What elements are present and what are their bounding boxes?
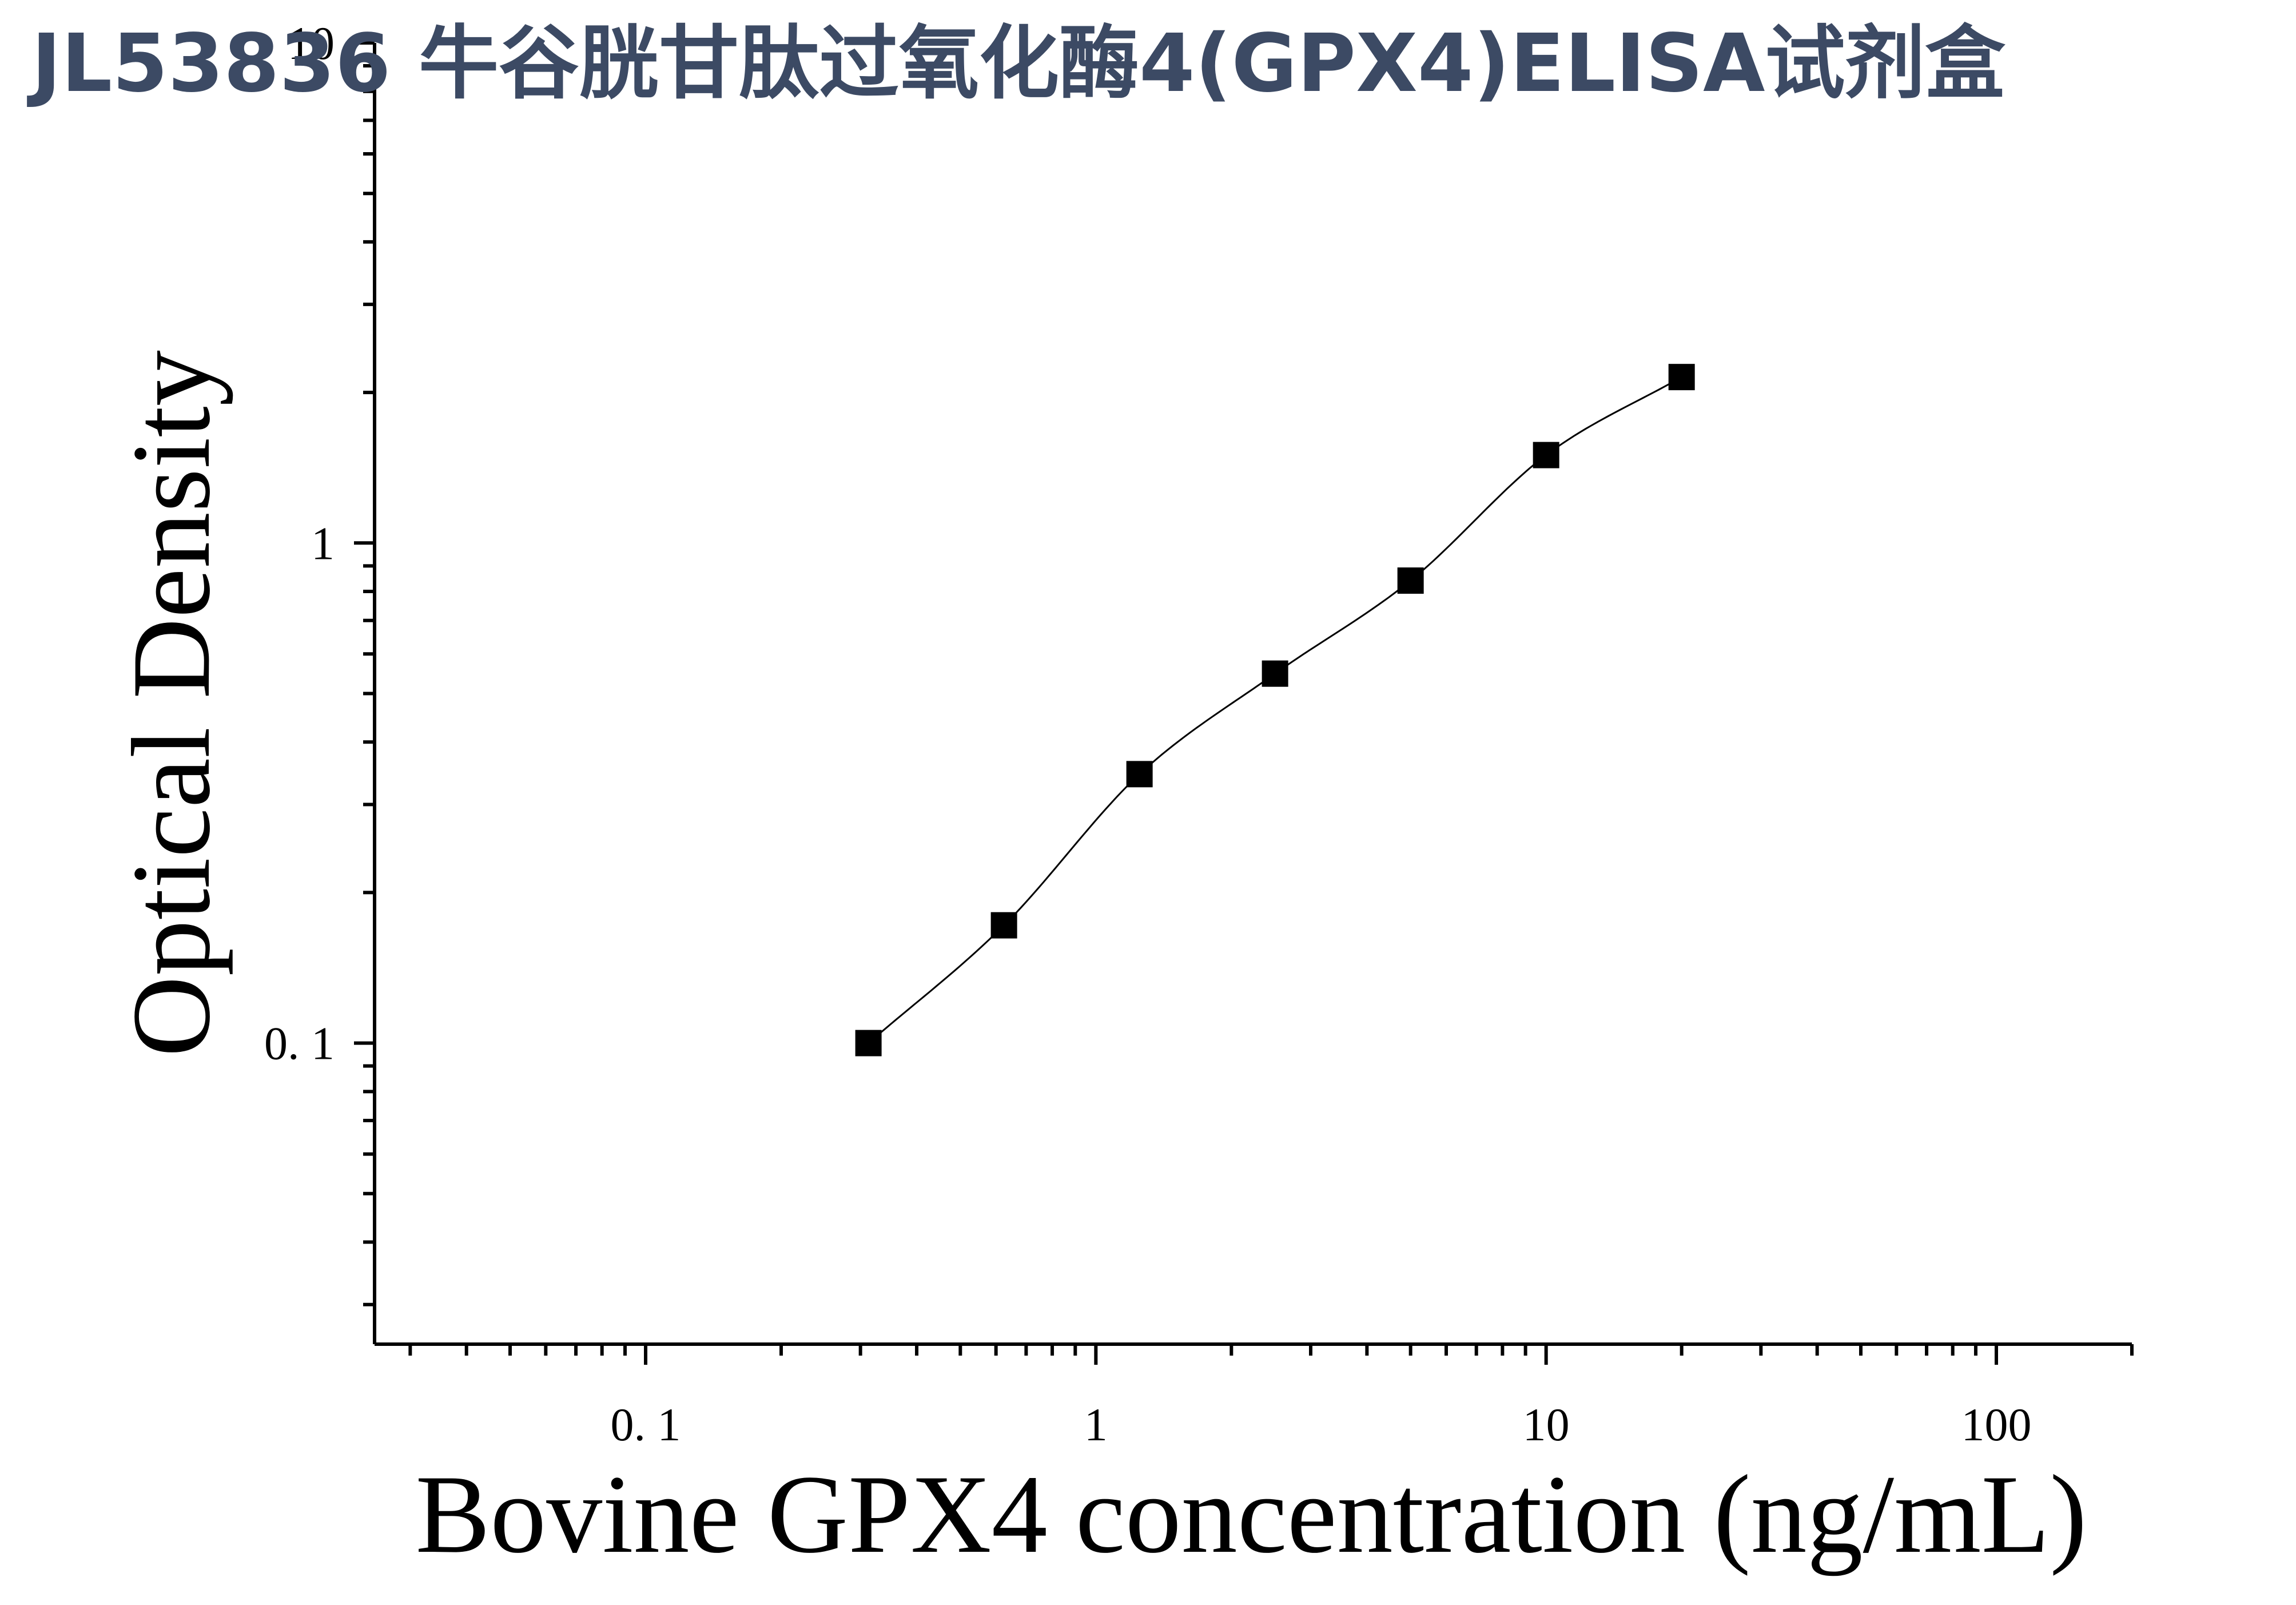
data-point	[1397, 567, 1424, 594]
y-tick-label: 0. 1	[264, 1018, 335, 1070]
fit-curve-layer	[868, 376, 1682, 1044]
y-axis-label: Optical Density	[109, 350, 233, 1057]
axes	[354, 41, 2134, 1365]
tick-labels: 0. 1 1 10 100 0. 1 1 10	[264, 17, 2031, 1451]
data-point	[1126, 761, 1153, 788]
data-point	[1668, 364, 1695, 391]
data-point	[990, 912, 1017, 939]
data-point	[1533, 442, 1559, 468]
x-tick-label: 10	[1523, 1399, 1570, 1451]
page-title: JL53836 牛谷胱甘肽过氧化酶4(GPX4)ELISA试剂盒	[31, 17, 2005, 110]
y-tick-label: 1	[311, 517, 335, 569]
x-tick-label: 100	[1961, 1399, 2031, 1451]
data-point	[855, 1030, 882, 1056]
y-tick-label: 10	[288, 17, 335, 69]
data-points	[855, 364, 1695, 1056]
x-axis-label: Bovine GPX4 concentration (ng/mL)	[415, 1452, 2087, 1576]
x-tick-label: 0. 1	[611, 1399, 681, 1451]
data-point	[1262, 660, 1288, 687]
fit-curve	[868, 376, 1682, 1044]
x-tick-label: 1	[1084, 1399, 1108, 1451]
